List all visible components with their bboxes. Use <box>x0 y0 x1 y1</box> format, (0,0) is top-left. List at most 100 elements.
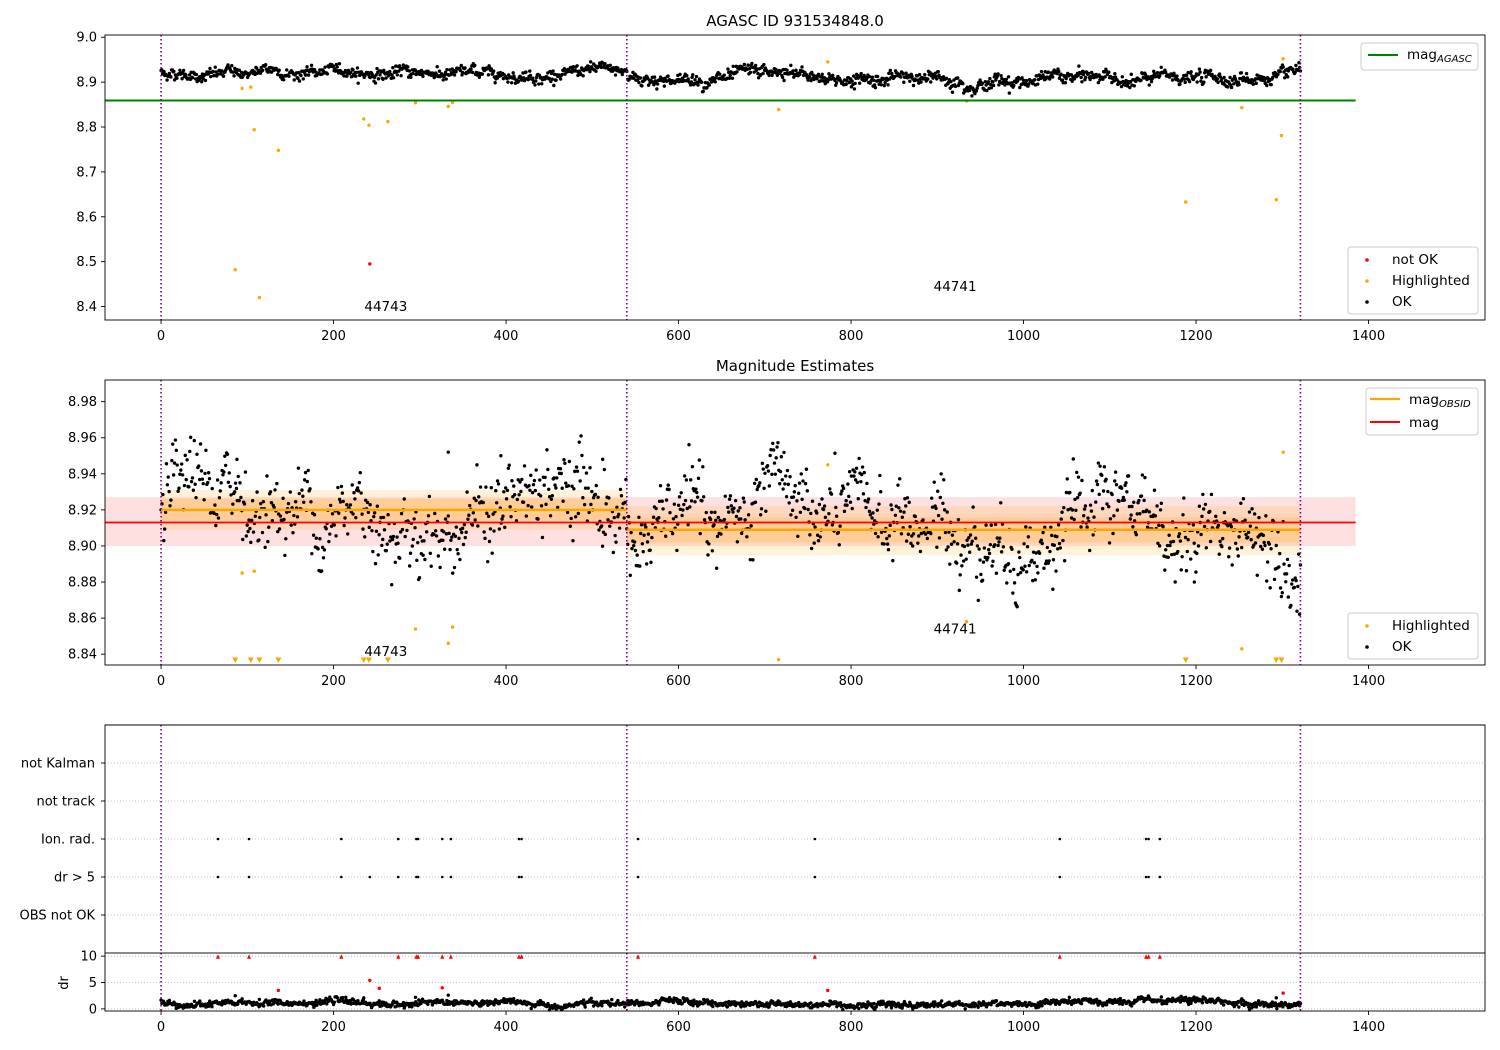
data-point <box>184 73 188 77</box>
data-point <box>492 529 496 533</box>
data-point <box>823 515 828 520</box>
data-point <box>865 481 869 486</box>
data-point <box>1204 546 1208 550</box>
data-point <box>1113 470 1118 474</box>
data-point <box>344 995 348 999</box>
data-point <box>722 517 727 522</box>
x-tick-label: 1000 <box>1007 1020 1040 1035</box>
data-point <box>369 518 373 523</box>
data-point <box>459 63 463 68</box>
data-point <box>1018 555 1022 560</box>
data-point <box>1267 542 1272 546</box>
data-point <box>566 484 571 488</box>
data-point <box>490 551 494 555</box>
data-point <box>1036 82 1040 86</box>
data-point <box>1048 77 1052 81</box>
data-point <box>188 449 192 454</box>
data-point <box>539 504 544 508</box>
data-point <box>735 70 739 74</box>
y-tick-label: 8.4 <box>76 300 97 315</box>
data-point <box>558 77 563 81</box>
data-point <box>358 73 362 78</box>
data-point <box>827 511 831 516</box>
data-point <box>975 544 980 548</box>
data-point <box>213 503 217 507</box>
data-point <box>1184 569 1189 573</box>
data-point <box>1165 543 1170 548</box>
data-point <box>1218 539 1222 544</box>
plot-frame <box>104 34 1486 321</box>
data-point <box>929 531 933 536</box>
data-point <box>1241 497 1246 501</box>
data-point <box>457 536 461 541</box>
data-point <box>191 488 196 492</box>
data-point <box>942 478 946 482</box>
data-point <box>796 491 801 495</box>
data-point <box>859 479 863 484</box>
data-point <box>943 530 948 535</box>
data-point <box>588 60 593 64</box>
data-point <box>594 1000 599 1004</box>
data-point <box>877 502 881 506</box>
data-point <box>1130 504 1134 509</box>
data-point <box>590 489 594 494</box>
data-point <box>1119 84 1124 89</box>
data-point <box>862 470 867 475</box>
data-point <box>240 86 244 91</box>
data-point <box>1239 71 1244 75</box>
flag-point <box>636 837 640 841</box>
data-point <box>617 526 622 530</box>
data-point <box>964 620 969 624</box>
data-point <box>553 483 557 487</box>
data-point <box>1104 1003 1109 1007</box>
data-point <box>368 502 372 507</box>
data-point <box>798 72 802 76</box>
data-point <box>893 513 898 517</box>
data-point <box>904 71 908 75</box>
data-point <box>1006 75 1011 79</box>
flag-point <box>813 837 817 841</box>
data-point <box>389 583 394 587</box>
data-point <box>373 81 378 85</box>
data-point <box>921 518 925 522</box>
data-point <box>967 535 971 540</box>
data-point <box>257 538 261 542</box>
data-point <box>716 515 721 520</box>
data-point <box>1102 465 1107 469</box>
marker-clipped <box>339 954 344 959</box>
data-point <box>1264 514 1268 518</box>
data-point <box>554 78 558 82</box>
data-point <box>1153 514 1158 518</box>
data-point <box>698 531 702 536</box>
data-point <box>259 65 263 70</box>
data-point <box>944 76 949 81</box>
data-point <box>1178 82 1182 86</box>
data-point <box>528 488 532 492</box>
data-point <box>734 514 739 519</box>
data-point <box>458 68 463 73</box>
data-point <box>1166 555 1170 559</box>
data-point <box>1083 504 1088 508</box>
data-point <box>295 515 300 519</box>
data-point <box>547 76 552 81</box>
data-point <box>501 514 505 518</box>
data-point <box>444 532 449 536</box>
flag-point <box>416 875 420 879</box>
data-point <box>723 494 727 498</box>
data-point <box>810 499 815 503</box>
data-point <box>993 522 998 527</box>
data-point <box>603 532 607 537</box>
data-point <box>600 457 605 462</box>
data-point <box>1295 609 1299 613</box>
data-point <box>771 448 776 452</box>
data-point <box>223 454 227 458</box>
data-point <box>1230 563 1234 567</box>
data-point <box>382 528 387 532</box>
data-point <box>782 450 786 455</box>
data-point <box>199 74 203 79</box>
data-point <box>448 547 452 552</box>
data-point <box>686 522 690 527</box>
data-point <box>844 499 848 503</box>
data-point <box>1012 83 1016 88</box>
